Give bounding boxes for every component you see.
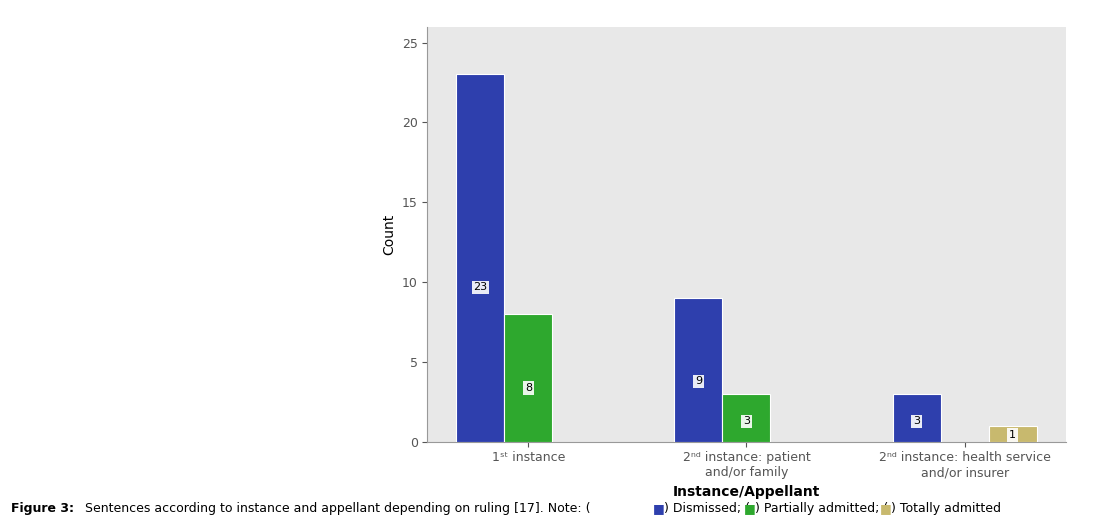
Text: ■: ■ <box>880 502 892 514</box>
Text: 8: 8 <box>525 383 532 393</box>
Bar <box>675 298 723 442</box>
Bar <box>456 74 504 442</box>
Bar <box>723 394 770 442</box>
Text: ■: ■ <box>744 502 756 514</box>
Text: 3: 3 <box>914 417 920 427</box>
Bar <box>504 314 553 442</box>
X-axis label: Instance/Appellant: Instance/Appellant <box>673 485 820 499</box>
Text: 23: 23 <box>473 282 487 293</box>
Text: 3: 3 <box>743 417 750 427</box>
Text: 1: 1 <box>1009 430 1016 440</box>
Bar <box>892 394 940 442</box>
Text: 9: 9 <box>695 376 702 386</box>
Text: ) Partially admitted; (: ) Partially admitted; ( <box>755 502 888 514</box>
Bar <box>989 426 1037 442</box>
Text: ■: ■ <box>653 502 665 514</box>
Text: Sentences according to instance and appellant depending on ruling [17]. Note: (: Sentences according to instance and appe… <box>81 502 591 514</box>
Text: ) Totally admitted: ) Totally admitted <box>891 502 1001 514</box>
Y-axis label: Count: Count <box>382 213 396 255</box>
Text: ) Dismissed; (: ) Dismissed; ( <box>664 502 749 514</box>
Text: Figure 3:: Figure 3: <box>11 502 74 514</box>
